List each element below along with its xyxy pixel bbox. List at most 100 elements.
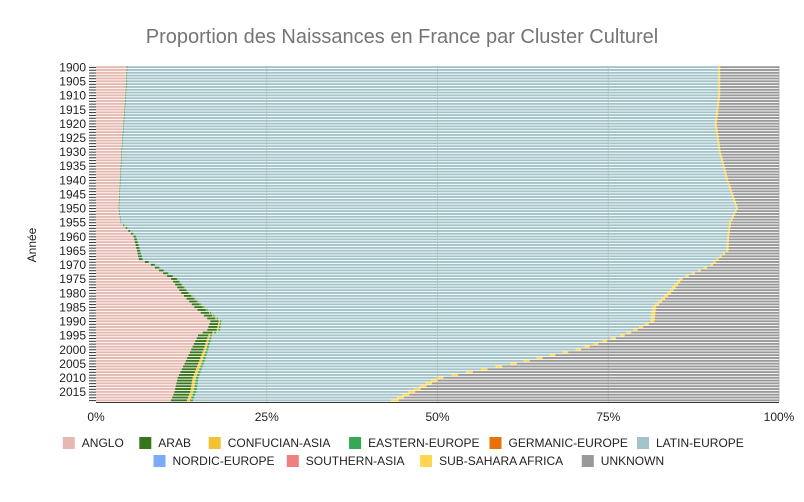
bar-segment [125,111,716,113]
legend-item: NORDIC-EUROPE [154,454,275,468]
bar-segment [607,340,779,342]
bar-segment [179,289,186,291]
bar-segment [218,317,651,319]
y-axis-title: Année [25,227,39,262]
bar-segment [191,397,194,399]
bar-segment [701,269,779,271]
bar-segment [123,131,716,133]
bar-segment [181,292,188,294]
bar-segment [193,377,197,379]
bar-segment [414,388,421,390]
bar-segment [654,320,779,322]
bar-segment [196,391,408,393]
bar-segment [715,125,717,127]
bar-segment [96,354,189,356]
bar-segment [120,196,733,198]
bar-segment [729,247,780,249]
bar-segment [136,244,139,246]
bar-segment [96,309,198,311]
legend-swatch [349,437,361,449]
bar-segment [216,332,627,334]
bar-segment [210,320,218,322]
bar-segment [96,230,129,232]
bar-segment [205,343,208,345]
y-tick-label: 1960 [59,230,86,244]
bar-segment [193,346,205,348]
bar-segment [727,173,779,175]
legend-swatch [154,455,166,467]
bar-segment [584,346,590,348]
bar-segment [175,388,191,390]
bar-segment [141,253,723,255]
bar-segment [716,258,719,260]
bar-segment [672,286,676,288]
bar-segment [189,301,197,303]
legend-swatch [490,437,502,449]
bar-segment [202,351,205,353]
y-tick-label: 1955 [59,216,86,230]
bar-segment [415,391,779,393]
bar-segment [204,315,212,317]
bar-segment [734,216,779,218]
legend-item: GERMANIC-EUROPE [490,436,628,450]
bar-segment [96,385,176,387]
bar-segment [643,326,779,328]
bar-segment [96,109,125,111]
bar-segment [179,374,194,376]
bar-segment [96,334,198,336]
bar-segment [720,69,779,71]
bar-segment [189,292,667,294]
bar-segment [523,360,530,362]
legend-label: SUB-SAHARA AFRICA [439,454,563,468]
bar-segment [718,142,720,144]
bar-segment [120,188,729,190]
bar-segment [723,159,779,161]
bar-segment [127,227,728,229]
bar-segment [593,343,598,345]
bar-segment [119,205,735,207]
bar-segment [728,230,730,232]
legend-label: ARAB [158,436,191,450]
bar-segment [208,309,652,311]
bar-segment [124,123,715,125]
bar-segment [96,286,178,288]
bar-segment [96,295,184,297]
bar-segment [736,207,738,209]
bar-segment [196,368,200,370]
bar-segment [198,377,437,379]
bar-segment [120,193,732,195]
bar-segment [171,278,177,280]
bar-segment [96,134,123,136]
bar-segment [137,250,140,252]
bar-segment [717,100,719,102]
bar-segment [510,363,517,365]
bar-segment [96,106,125,108]
bar-segment [198,380,431,382]
bar-segment [96,315,204,317]
bar-segment [704,267,707,269]
bar-segment [136,247,139,249]
bar-segment [211,337,611,339]
bar-segment [198,301,658,303]
bar-segment [96,140,122,142]
bar-segment [177,278,679,280]
bar-segment [96,219,120,221]
bar-segment [96,145,122,147]
bar-segment [96,323,210,325]
bar-segment [408,391,416,393]
bar-segment [581,349,779,351]
bar-segment [718,109,779,111]
bar-segment [96,97,125,99]
x-tick-label: 75% [596,410,620,424]
bar-segment [729,244,780,246]
bar-segment [719,106,779,108]
bar-segment [176,385,192,387]
bar-segment [126,94,718,96]
bar-segment [96,292,182,294]
bar-segment [207,317,215,319]
bar-segment [421,388,779,390]
bar-segment [718,92,720,94]
bar-segment [120,210,735,212]
bar-segment [127,72,718,74]
bar-segment [733,193,779,195]
